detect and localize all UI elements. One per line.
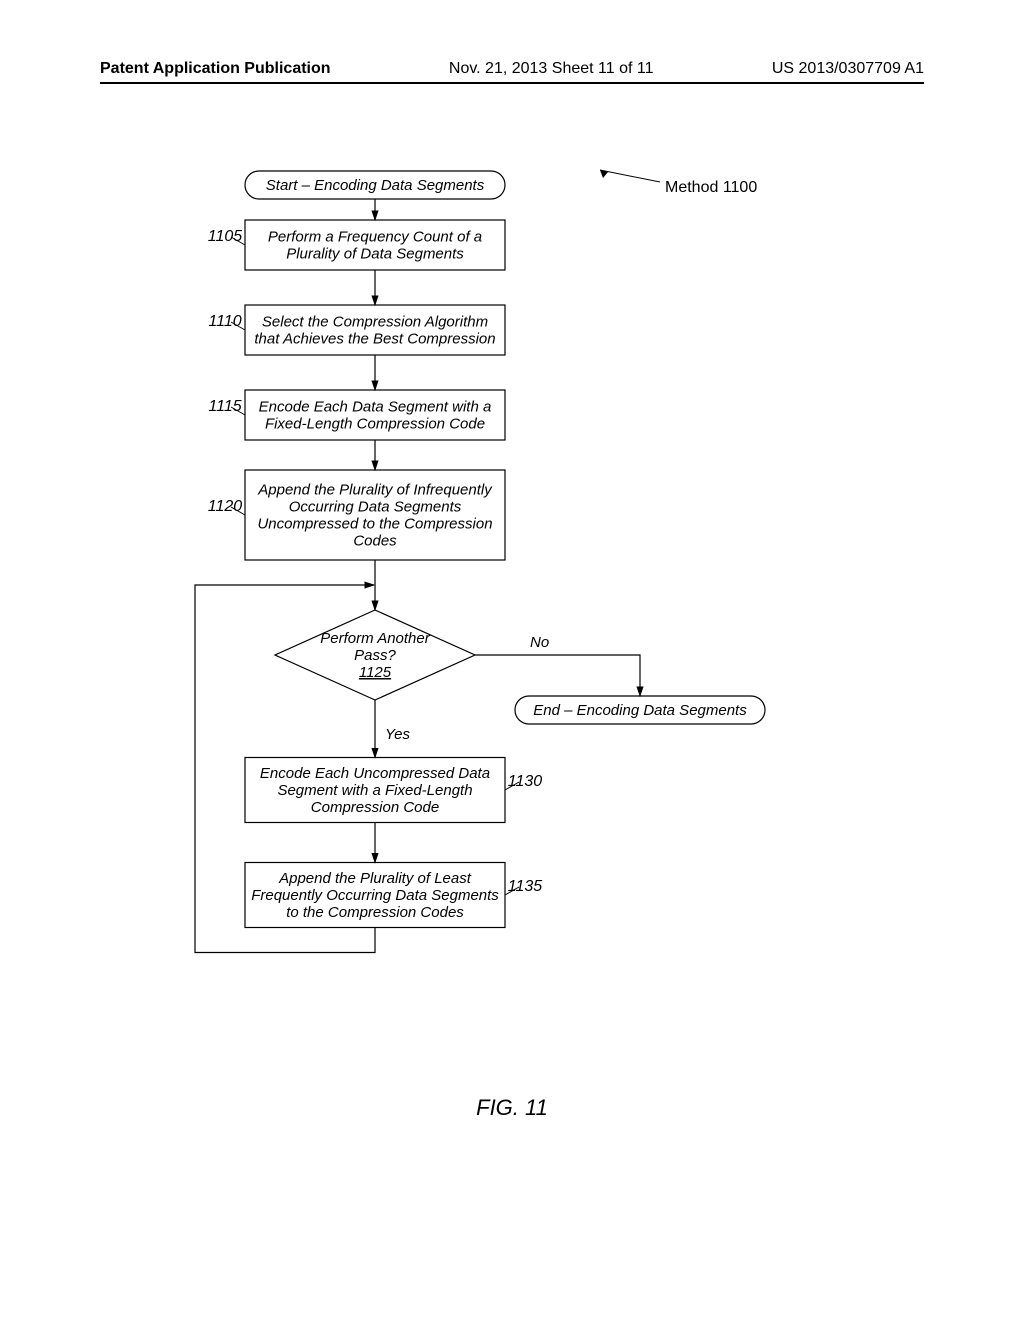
header-right: US 2013/0307709 A1 (772, 60, 924, 78)
svg-text:Append the Plurality of Infreq: Append the Plurality of Infrequently (257, 482, 493, 499)
figure-label: FIG. 11 (0, 1095, 1024, 1121)
svg-text:Uncompressed to the Compressio: Uncompressed to the Compression (257, 516, 492, 533)
svg-text:Plurality of Data Segments: Plurality of Data Segments (286, 246, 464, 263)
svg-text:Encode Each Data Segment with: Encode Each Data Segment with a (259, 399, 492, 416)
node-n1115: Encode Each Data Segment with aFixed-Len… (208, 390, 505, 440)
svg-text:1110: 1110 (208, 313, 241, 330)
svg-text:Method 1100: Method 1100 (665, 179, 757, 196)
flowchart-diagram: Start – Encoding Data Segments Perform a … (100, 150, 924, 1050)
svg-text:1130: 1130 (508, 773, 543, 790)
svg-text:that Achieves the Best Compres: that Achieves the Best Compression (254, 331, 495, 348)
svg-text:1115: 1115 (208, 398, 241, 415)
svg-text:End – Encoding Data Segments: End – Encoding Data Segments (533, 702, 747, 719)
svg-text:Perform a Frequency Count of a: Perform a Frequency Count of a (268, 229, 482, 246)
svg-text:Yes: Yes (385, 726, 411, 743)
svg-text:Pass?: Pass? (354, 647, 396, 664)
page-header: Patent Application Publication Nov. 21, … (0, 60, 1024, 84)
svg-text:No: No (530, 634, 549, 651)
svg-text:Codes: Codes (353, 533, 397, 550)
svg-text:Frequently Occurring Data Segm: Frequently Occurring Data Segments (251, 887, 499, 904)
svg-text:Select the Compression Algorit: Select the Compression Algorithm (262, 314, 488, 331)
header-left: Patent Application Publication (100, 60, 331, 78)
header-center: Nov. 21, 2013 Sheet 11 of 11 (449, 60, 654, 78)
node-n1120: Append the Plurality of InfrequentlyOccu… (208, 470, 505, 560)
node-n1110: Select the Compression Algorithmthat Ach… (208, 305, 505, 355)
svg-text:Occurring Data Segments: Occurring Data Segments (289, 499, 462, 516)
svg-text:1120: 1120 (208, 498, 243, 515)
svg-text:1135: 1135 (508, 878, 543, 895)
svg-text:1125: 1125 (359, 664, 392, 681)
svg-text:Segment with a Fixed-Length: Segment with a Fixed-Length (277, 782, 472, 799)
svg-text:Compression Code: Compression Code (311, 799, 439, 816)
node-start: Start – Encoding Data Segments (245, 171, 505, 199)
svg-text:Start – Encoding Data Segments: Start – Encoding Data Segments (266, 177, 485, 194)
svg-text:1105: 1105 (208, 228, 243, 245)
node-n1130: Encode Each Uncompressed DataSegment wit… (245, 758, 542, 823)
svg-text:to the Compression Codes: to the Compression Codes (286, 904, 464, 921)
node-n1125: Perform AnotherPass?1125 (275, 610, 475, 700)
svg-text:Fixed-Length Compression Code: Fixed-Length Compression Code (265, 416, 485, 433)
node-n1105: Perform a Frequency Count of aPlurality … (208, 220, 505, 270)
svg-text:Append the Plurality of Least: Append the Plurality of Least (278, 870, 472, 887)
node-end: End – Encoding Data Segments (515, 696, 765, 724)
svg-text:Encode Each Uncompressed Data: Encode Each Uncompressed Data (260, 765, 490, 782)
node-n1135: Append the Plurality of LeastFrequently … (245, 863, 542, 928)
svg-text:Perform Another: Perform Another (320, 630, 430, 647)
